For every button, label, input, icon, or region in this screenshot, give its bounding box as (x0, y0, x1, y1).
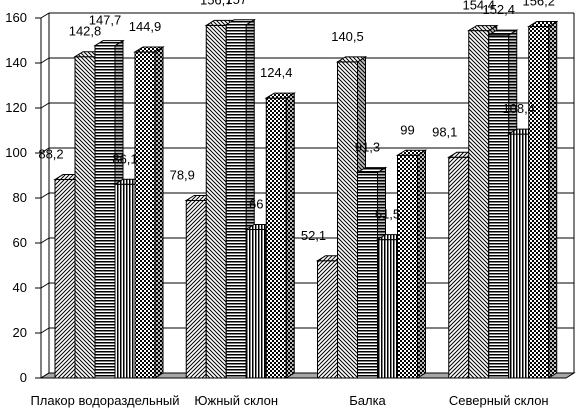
data-label: 140,5 (331, 29, 364, 44)
data-label: 142,8 (69, 24, 102, 39)
data-label: 86,1 (112, 151, 137, 166)
bar-top (467, 25, 499, 32)
bar (527, 20, 559, 379)
data-label: 154,4 (462, 0, 495, 13)
bar-front (337, 61, 358, 379)
y-tick-label: 40 (13, 280, 27, 295)
data-label: 52,1 (301, 228, 326, 243)
bar-side-shade (155, 46, 163, 378)
y-tick-label: 160 (5, 10, 27, 25)
bar (133, 46, 165, 379)
x-tick-label: Балка (349, 393, 386, 408)
y-tick-label: 0 (20, 370, 27, 385)
bar-front (468, 30, 490, 379)
data-label: 66 (249, 197, 263, 212)
x-tick-label: Северный склон (449, 393, 549, 408)
bar-front (225, 24, 247, 379)
data-labels: 88,2 78,9 52,1 98,1 142,8 156,7 140,5 154,4 147,… (38, 0, 555, 243)
bar-front (134, 51, 156, 379)
side-gridline (40, 237, 50, 244)
bar-front (94, 45, 116, 379)
y-tick-label: 80 (13, 190, 27, 205)
data-label: 152,4 (482, 2, 515, 17)
data-label: 108,4 (502, 101, 535, 116)
side-gridline (40, 327, 50, 334)
bar-front (74, 56, 96, 379)
bar-top (264, 92, 296, 99)
bar-front (265, 97, 287, 379)
bar-front (528, 26, 550, 379)
side-gridline (40, 147, 50, 154)
bar-front (205, 24, 227, 379)
bar-front (317, 260, 338, 379)
data-label: 91,3 (355, 140, 380, 155)
data-label: 157 (225, 0, 247, 7)
data-label: 99 (400, 122, 414, 137)
bar-top (395, 149, 428, 156)
side-gridline (40, 12, 50, 19)
side-gridline (40, 57, 50, 64)
axes: 0 20 40 60 80 100 120 140 160 Плакор водораздельн… (5, 10, 576, 408)
data-label: 124,4 (260, 65, 293, 80)
bar-top (93, 40, 125, 47)
bar-front (488, 34, 510, 379)
bar-top (527, 21, 559, 28)
side-gridline (40, 102, 50, 109)
bar-front (377, 239, 398, 379)
data-label: 144,9 (129, 19, 162, 34)
y-tick-label: 140 (5, 55, 27, 70)
bar-front (185, 199, 207, 379)
bar-top (487, 29, 519, 36)
data-label: 61,5 (375, 207, 400, 222)
data-label: 156,2 (522, 0, 555, 9)
bar-side-shade (548, 21, 557, 379)
bar (264, 92, 296, 379)
bar-front (245, 229, 267, 379)
y-tick-label: 20 (13, 325, 27, 340)
bar-front (397, 154, 418, 379)
bars (53, 18, 559, 379)
bar-top (355, 167, 388, 174)
bar-side-shade (286, 93, 295, 378)
data-label: 147,7 (89, 13, 122, 28)
bar-top (335, 56, 368, 63)
data-label: 78,9 (170, 167, 195, 182)
bar-front (508, 133, 530, 379)
x-tick-label: Плакор водораздельный (30, 393, 179, 408)
y-tick-label: 120 (5, 100, 27, 115)
data-label: 98,1 (432, 124, 457, 139)
bar-front (54, 179, 76, 379)
bar-front (357, 172, 378, 379)
bar-front (114, 183, 136, 379)
side-gridline (40, 282, 50, 289)
bar-front (448, 156, 470, 379)
y-tick-label: 100 (5, 145, 27, 160)
y-tick-label: 60 (13, 235, 27, 250)
bar (395, 149, 428, 379)
bar-top (224, 19, 256, 26)
side-gridline (40, 192, 50, 199)
data-label: 88,2 (38, 147, 63, 162)
bar-side-shade (417, 150, 426, 378)
bar-top (133, 46, 165, 53)
x-tick-label: Южный склон (194, 393, 278, 408)
data-label: 156,7 (200, 0, 233, 7)
